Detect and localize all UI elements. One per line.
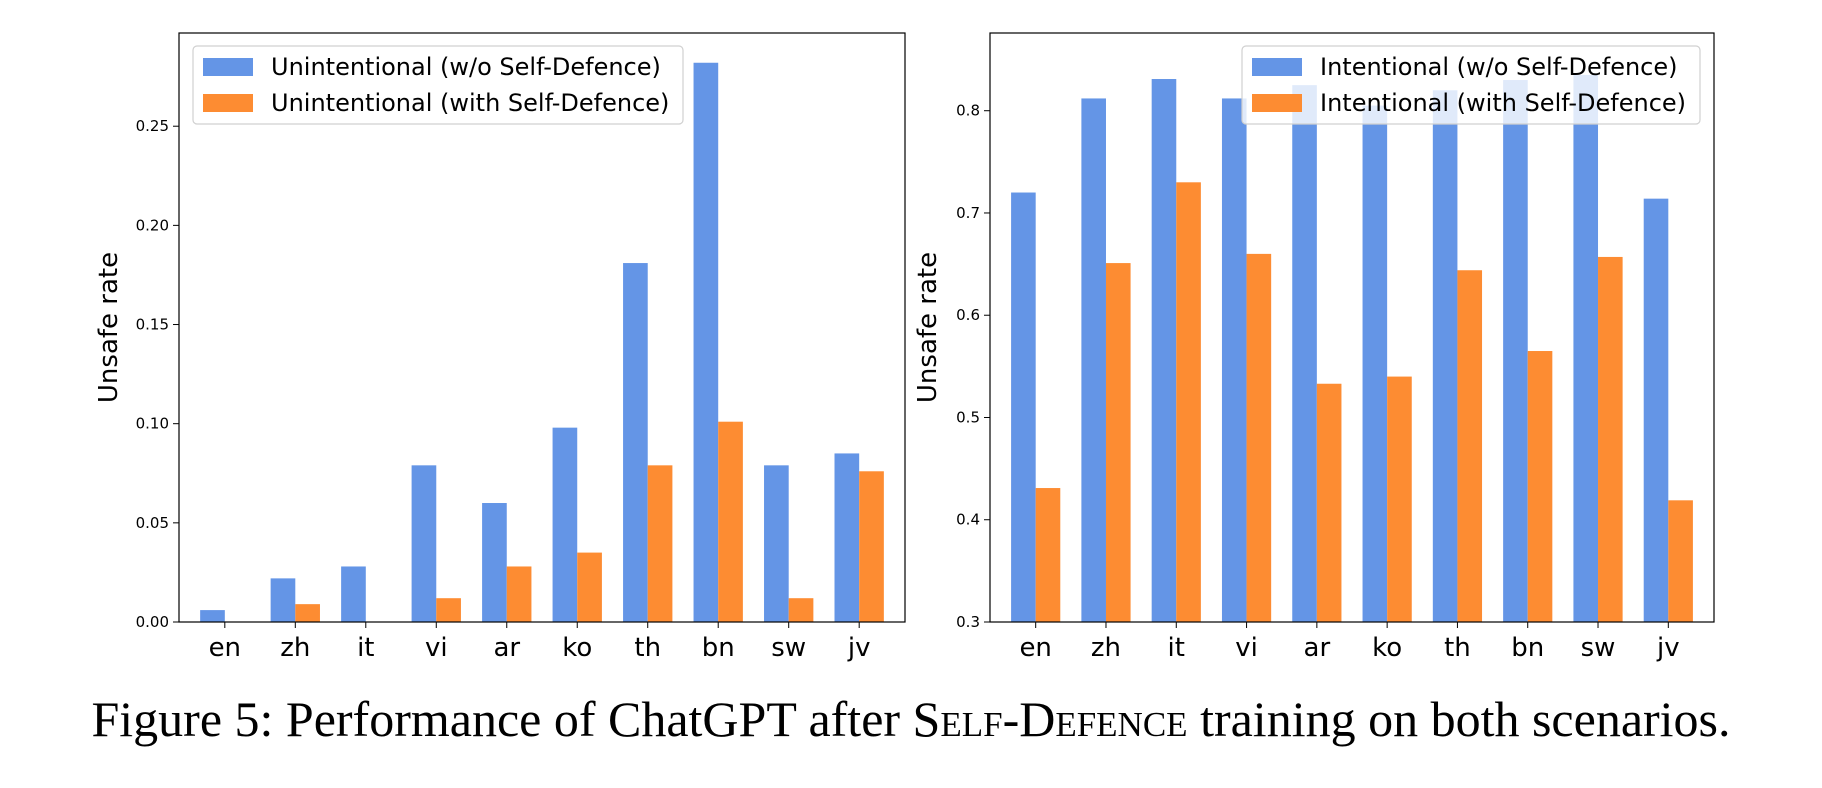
- bar-intentional-with-self-defence--ko: [1387, 376, 1412, 622]
- bar-intentional-with-self-defence--ar: [1316, 383, 1342, 622]
- y-tick-label: 0.7: [956, 204, 980, 222]
- y-axis-label: Unsafe rate: [913, 252, 943, 403]
- legend-swatch: [203, 58, 253, 76]
- x-tick-label: zh: [1091, 633, 1121, 663]
- legend-label: Unintentional (w/o Self-Defence): [271, 53, 661, 81]
- x-tick-label: en: [209, 633, 241, 663]
- y-tick-label: 0.6: [956, 306, 980, 324]
- bar-intentional-with-self-defence--en: [1035, 488, 1061, 622]
- y-tick-label: 0.5: [956, 408, 980, 426]
- chart-intentional: en zh it vi ar ko th bn sw jv 0.3 0.4 0.5 0.6 0.7 0.8 Un…: [913, 32, 1715, 663]
- bar-unintentional-with-self-defence--sw: [788, 598, 814, 622]
- x-tick-label: ar: [493, 633, 520, 663]
- legend-swatch: [203, 94, 253, 112]
- caption-prefix: Figure 5: Performance of ChatGPT after: [91, 691, 913, 747]
- plot-frame: [989, 32, 1715, 623]
- y-tick-label: 0.25: [136, 117, 169, 135]
- bar-intentional-w-o-self-defence--zh: [1081, 98, 1106, 622]
- bar-unintentional-with-self-defence--ko: [577, 552, 602, 622]
- x-tick-label: sw: [771, 633, 806, 663]
- bar-unintentional-with-self-defence--zh: [295, 604, 320, 622]
- bar-intentional-with-self-defence--bn: [1527, 351, 1553, 622]
- bar-unintentional-w-o-self-defence--it: [341, 566, 366, 622]
- bar-intentional-w-o-self-defence--bn: [1503, 80, 1528, 623]
- x-tick-label: th: [634, 633, 661, 663]
- x-tick-label: vi: [425, 633, 448, 663]
- legend-label: Intentional (w/o Self-Defence): [1320, 53, 1678, 81]
- bar-intentional-with-self-defence--sw: [1598, 256, 1623, 622]
- y-axis-label: Unsafe rate: [94, 252, 124, 403]
- bar-intentional-with-self-defence--th: [1457, 270, 1483, 622]
- x-tick-label: th: [1444, 633, 1471, 663]
- plot-frame: [178, 32, 906, 623]
- x-tick-label: en: [1019, 633, 1051, 663]
- bar-intentional-with-self-defence--zh: [1105, 263, 1131, 622]
- legend-swatch: [1252, 94, 1302, 112]
- bar-intentional-w-o-self-defence--jv: [1643, 198, 1669, 622]
- bar-unintentional-with-self-defence--th: [647, 465, 673, 622]
- x-tick-label: jv: [847, 633, 871, 663]
- bar-intentional-with-self-defence--jv: [1668, 500, 1693, 622]
- bar-intentional-w-o-self-defence--sw: [1573, 74, 1599, 623]
- caption-smallcaps: Self-Defence: [912, 691, 1188, 747]
- x-tick-label: ko: [562, 633, 592, 663]
- bar-unintentional-with-self-defence--ar: [506, 566, 532, 622]
- x-tick-label: jv: [1656, 633, 1680, 663]
- x-tick-label: bn: [1511, 633, 1544, 663]
- y-tick-label: 0.10: [136, 415, 169, 433]
- x-tick-label: it: [1168, 633, 1185, 663]
- x-tick-label: vi: [1235, 633, 1258, 663]
- x-tick-label: ko: [1372, 633, 1402, 663]
- legend-label: Intentional (with Self-Defence): [1320, 89, 1686, 117]
- bar-unintentional-w-o-self-defence--en: [200, 610, 225, 622]
- y-tick-label: 0.05: [136, 514, 169, 532]
- x-tick-label: sw: [1581, 633, 1616, 663]
- bar-unintentional-w-o-self-defence--ar: [482, 503, 507, 622]
- bar-unintentional-w-o-self-defence--sw: [764, 465, 789, 622]
- bar-unintentional-w-o-self-defence--zh: [270, 578, 296, 622]
- bar-intentional-w-o-self-defence--th: [1432, 90, 1458, 622]
- y-tick-label: 0.15: [136, 316, 169, 334]
- bar-unintentional-with-self-defence--vi: [436, 598, 461, 622]
- bar-intentional-w-o-self-defence--ar: [1292, 85, 1317, 622]
- bar-intentional-w-o-self-defence--en: [1011, 192, 1036, 622]
- bar-unintentional-w-o-self-defence--bn: [693, 62, 719, 622]
- bar-intentional-with-self-defence--vi: [1246, 253, 1272, 623]
- bar-intentional-with-self-defence--it: [1176, 182, 1201, 623]
- legend-box: [192, 45, 684, 125]
- bar-unintentional-with-self-defence--bn: [718, 421, 743, 622]
- x-tick-label: it: [357, 633, 374, 663]
- chart-unintentional: en zh it vi ar ko th bn sw jv 0.00 0.05 0.10 0.15 0.20…: [94, 32, 906, 663]
- bar-unintentional-w-o-self-defence--ko: [552, 427, 578, 622]
- y-tick-label: 0.20: [136, 216, 169, 234]
- legend-box: [1241, 45, 1701, 125]
- bar-intentional-w-o-self-defence--it: [1151, 79, 1177, 622]
- caption-suffix: training on both scenarios.: [1187, 691, 1731, 747]
- legend-swatch: [1252, 58, 1302, 76]
- y-tick-label: 0.8: [956, 102, 980, 120]
- x-tick-label: ar: [1304, 633, 1331, 663]
- bar-unintentional-with-self-defence--jv: [859, 471, 884, 622]
- figure-caption: Figure 5: Performance of ChatGPT after S…: [0, 690, 1822, 748]
- bar-intentional-w-o-self-defence--ko: [1362, 105, 1388, 623]
- y-tick-label: 0.00: [136, 613, 169, 631]
- y-tick-label: 0.3: [956, 613, 980, 631]
- x-tick-label: zh: [280, 633, 310, 663]
- bar-unintentional-w-o-self-defence--th: [623, 263, 648, 622]
- bar-unintentional-w-o-self-defence--vi: [411, 465, 437, 622]
- bar-intentional-w-o-self-defence--vi: [1221, 98, 1247, 622]
- x-tick-label: bn: [702, 633, 735, 663]
- legend-label: Unintentional (with Self-Defence): [271, 89, 669, 117]
- y-tick-label: 0.4: [956, 511, 980, 529]
- bar-unintentional-w-o-self-defence--jv: [834, 453, 860, 622]
